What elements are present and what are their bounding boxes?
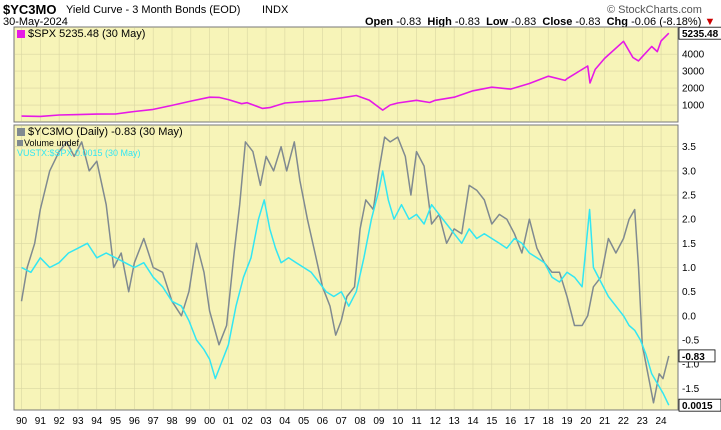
y-tick-label: 1000 [682,101,705,112]
x-tick-label: 96 [129,416,141,427]
last-value-label: 0.0015 [682,401,713,412]
x-tick-label: 14 [467,416,479,427]
x-tick-label: 93 [72,416,84,427]
close-label: Close [542,16,573,28]
x-tick-label: 18 [543,416,555,427]
y-tick-label: 1.0 [682,263,696,274]
series-line-yc3mo [20,136,670,404]
x-tick-label: 24 [656,416,668,427]
y-tick-label: 3.5 [682,142,696,153]
last-value-box [678,26,721,40]
ratio-legend: VUSTX:$SPX 0.0015 (30 May) [17,148,141,158]
x-tick-label: 01 [223,416,235,427]
x-tick-label: 23 [637,416,649,427]
series-line-spx [21,32,670,118]
x-tick-label: 97 [148,416,160,427]
watermark: © StockCharts.com [607,4,702,16]
x-tick-label: 15 [486,416,498,427]
x-tick-label: 16 [505,416,517,427]
chg-down-icon: ▼ [704,16,716,28]
last-value-box [678,349,716,363]
low-label: Low [486,16,509,28]
y-tick-label: 4000 [682,50,705,61]
last-value-box [678,398,721,412]
x-tick-label: 13 [449,416,461,427]
x-tick-label: 95 [110,416,122,427]
y-tick-label: 3000 [682,67,705,78]
x-tick-label: 03 [260,416,272,427]
chart-name: Yield Curve - 3 Month Bonds (EOD) [66,4,241,16]
yield-panel: -1.5 -1.0 -0.5 0.0 0.5 1.0 1.5 2.0 2.5 3.0 3.5 $YC… [13,124,721,412]
last-value-label: 5235.48 [682,29,719,40]
y-tick-label: -1.0 [682,360,700,371]
x-tick-label: 09 [373,416,385,427]
x-tick-label: 99 [185,416,197,427]
exchange-label: INDX [262,4,289,16]
high-label: High [427,16,452,28]
chart-symbol: $YC3MO [3,2,57,17]
x-tick-label: 07 [336,416,348,427]
open-label: Open [365,16,394,28]
ohlc-row: Open -0.83 High -0.83 Low -0.83 Close -0… [365,16,715,28]
x-tick-label: 98 [166,416,178,427]
x-tick-label: 10 [392,416,404,427]
y-tick-label: 1.5 [682,239,696,250]
x-tick-label: 08 [355,416,367,427]
y-tick-label: 3.0 [682,166,696,177]
x-tick-label: 94 [91,416,103,427]
y-tick-label: 2.5 [682,191,696,202]
x-tick-label: 05 [298,416,310,427]
y-tick-label: 0.5 [682,287,696,298]
x-tick-label: 12 [430,416,442,427]
spx-panel: 1000 2000 3000 4000 $SPX 5235.48 (30 May) 5… [13,26,721,123]
spx-legend-swatch [17,30,25,38]
y-tick-label: -1.5 [682,384,700,395]
low-value: -0.83 [511,16,537,28]
yc3mo-legend: $YC3MO (Daily) -0.83 (30 May) [28,126,183,138]
x-tick-label: 02 [242,416,254,427]
last-value-label: -0.83 [682,352,705,363]
close-value: -0.83 [575,16,601,28]
x-tick-label: 21 [599,416,611,427]
volume-legend-swatch [17,140,23,146]
series-line-vustxspx [21,170,670,406]
y-tick-label: 2.0 [682,215,696,226]
open-value: -0.83 [396,16,422,28]
x-tick-label: 17 [524,416,536,427]
yc3mo-legend-swatch [17,128,25,136]
x-tick-label: 20 [580,416,592,427]
x-tick-label: 90 [16,416,28,427]
chg-label: Chg [606,16,628,28]
y-tick-label: -0.5 [682,335,700,346]
x-tick-label: 00 [204,416,216,427]
x-tick-label: 91 [35,416,47,427]
x-tick-label: 22 [618,416,630,427]
x-tick-label: 19 [561,416,573,427]
chg-value: -0.06 (-8.18%) [631,16,702,28]
spx-panel-background [13,26,679,123]
y-tick-label: 0.0 [682,311,696,322]
x-tick-label: 92 [54,416,66,427]
x-tick-label: 06 [317,416,329,427]
volume-legend: Volume undef [24,138,80,148]
spx-legend: $SPX 5235.48 (30 May) [28,28,145,40]
x-tick-label: 11 [411,416,422,427]
x-tick-label: 04 [279,416,291,427]
high-value: -0.83 [454,16,480,28]
y-tick-label: 2000 [682,84,705,95]
chart-date: 30-May-2024 [3,16,68,28]
